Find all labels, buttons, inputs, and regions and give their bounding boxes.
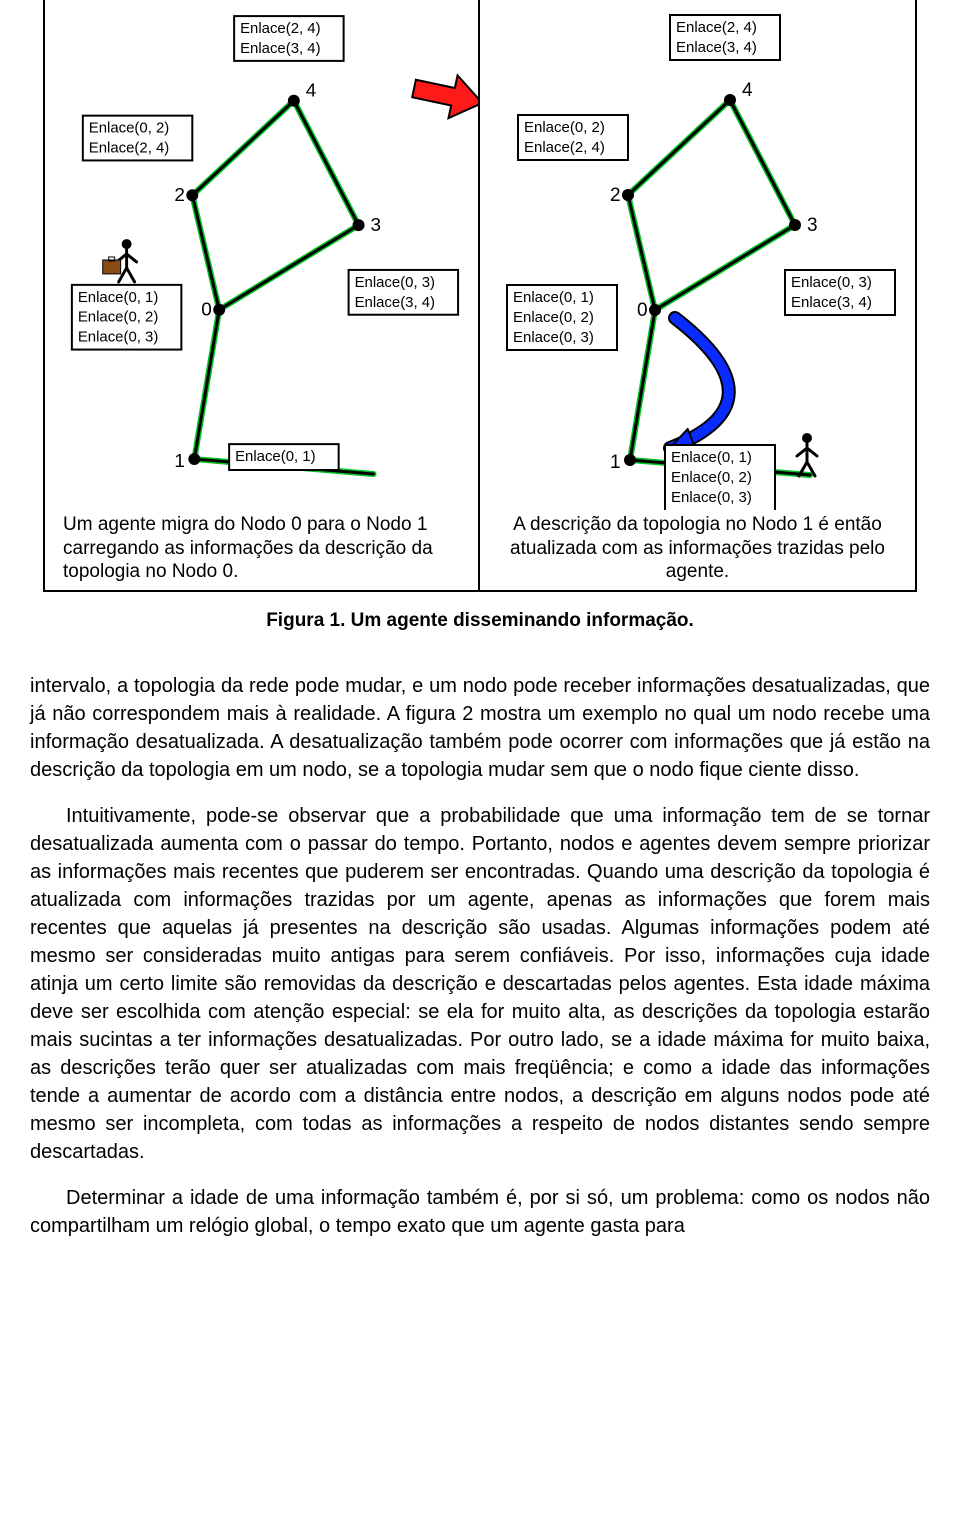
graph-node-label: 1 bbox=[174, 451, 185, 472]
info-box-line: Enlace(0, 3) bbox=[671, 489, 752, 506]
panel-right-svg: Enlace(2, 4) Enlace(3, 4) Enlace(0, 2) Enla… bbox=[480, 0, 915, 510]
figure-frame: Enlace(2, 4) Enlace(3, 4) Enlace(0, 2) Enla… bbox=[43, 0, 917, 592]
graph-node-label: 3 bbox=[370, 215, 381, 236]
info-box-line: Enlace(0, 2) bbox=[89, 120, 169, 137]
body-paragraph: Intuitivamente, pode-se observar que a p… bbox=[30, 802, 930, 1166]
edge bbox=[194, 310, 219, 459]
agent-icon bbox=[797, 433, 817, 476]
graph-node bbox=[288, 95, 300, 107]
info-box-line: Enlace(0, 1) bbox=[513, 289, 594, 306]
panel-left-svg: Enlace(2, 4) Enlace(3, 4) Enlace(0, 2) Enla… bbox=[45, 0, 478, 510]
blue-arrow bbox=[670, 318, 729, 450]
info-box-line: Enlace(2, 4) bbox=[240, 20, 320, 37]
edge bbox=[192, 101, 294, 196]
edge bbox=[628, 195, 655, 310]
edge bbox=[219, 225, 358, 310]
graph-node-label: 0 bbox=[637, 300, 648, 321]
edge bbox=[655, 225, 795, 310]
graph-node-label: 4 bbox=[306, 81, 317, 102]
graph-node-label: 3 bbox=[807, 215, 818, 236]
graph-node bbox=[789, 219, 801, 231]
info-box-line: Enlace(3, 4) bbox=[240, 40, 320, 57]
info-box-line: Enlace(0, 1) bbox=[671, 449, 752, 466]
info-box-line: Enlace(2, 4) bbox=[524, 139, 605, 156]
body-paragraph: intervalo, a topologia da rede pode muda… bbox=[30, 672, 930, 784]
info-box-line: Enlace(0, 1) bbox=[78, 289, 158, 306]
graph-node-label: 4 bbox=[742, 80, 753, 101]
info-box-line: Enlace(2, 4) bbox=[676, 19, 757, 36]
body-paragraph: Determinar a idade de uma informação tam… bbox=[30, 1184, 930, 1240]
figure-title: Figura 1. Um agente disseminando informa… bbox=[30, 610, 930, 632]
info-box-line: Enlace(0, 1) bbox=[235, 448, 315, 465]
edge bbox=[628, 100, 730, 195]
info-box-line: Enlace(0, 3) bbox=[78, 329, 158, 346]
body-text-container: intervalo, a topologia da rede pode muda… bbox=[30, 672, 930, 1240]
info-box-line: Enlace(0, 3) bbox=[355, 274, 435, 291]
graph-node bbox=[649, 304, 661, 316]
info-box-line: Enlace(0, 2) bbox=[78, 309, 158, 326]
info-box-line: Enlace(0, 3) bbox=[791, 274, 872, 291]
graph-node-label: 2 bbox=[174, 185, 185, 206]
info-box-line: Enlace(0, 2) bbox=[524, 119, 605, 136]
graph-node bbox=[724, 94, 736, 106]
briefcase-icon bbox=[103, 260, 121, 274]
graph-node bbox=[622, 189, 634, 201]
info-box-line: Enlace(3, 4) bbox=[676, 39, 757, 56]
edge bbox=[730, 100, 795, 225]
graph-node-label: 0 bbox=[201, 300, 212, 321]
red-arrow-icon bbox=[410, 67, 478, 124]
info-box-line: Enlace(0, 2) bbox=[671, 469, 752, 486]
panel-left: Enlace(2, 4) Enlace(3, 4) Enlace(0, 2) Enla… bbox=[45, 0, 480, 590]
agent-icon bbox=[103, 239, 137, 282]
info-box-line: Enlace(3, 4) bbox=[355, 294, 435, 311]
graph-node-label: 1 bbox=[610, 452, 621, 473]
edge bbox=[630, 310, 655, 460]
info-box-line: Enlace(0, 3) bbox=[513, 329, 594, 346]
panel-right-caption: A descrição da topologia no Nodo 1 é ent… bbox=[480, 513, 915, 584]
graph-node bbox=[353, 219, 365, 231]
graph-node bbox=[213, 304, 225, 316]
graph-node-label: 2 bbox=[610, 185, 621, 206]
info-box-line: Enlace(2, 4) bbox=[89, 139, 169, 156]
info-box-line: Enlace(3, 4) bbox=[791, 294, 872, 311]
graph-node bbox=[624, 454, 636, 466]
graph-node bbox=[186, 189, 198, 201]
edge bbox=[294, 101, 359, 225]
edge bbox=[192, 195, 219, 309]
panel-right: Enlace(2, 4) Enlace(3, 4) Enlace(0, 2) Enla… bbox=[480, 0, 915, 590]
graph-node bbox=[188, 453, 200, 465]
panel-left-caption: Um agente migra do Nodo 0 para o Nodo 1 … bbox=[45, 513, 478, 584]
info-box-line: Enlace(0, 2) bbox=[513, 309, 594, 326]
